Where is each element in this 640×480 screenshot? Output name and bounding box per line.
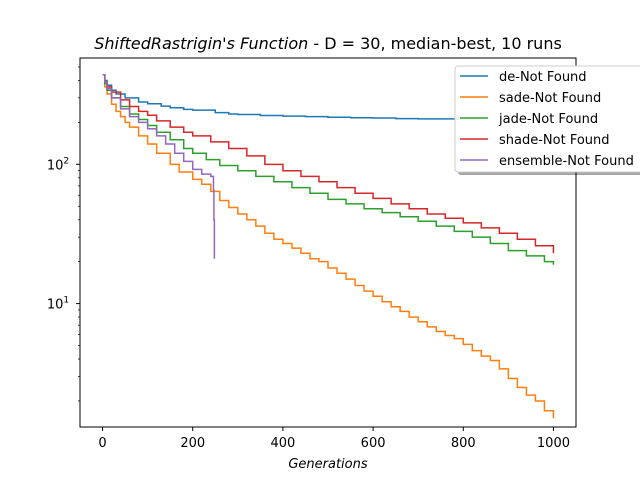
series-layer: [102, 73, 555, 419]
series-line-1: [102, 73, 555, 419]
y-tick-label: 102: [47, 156, 69, 173]
x-tick-label: 1000: [537, 436, 570, 451]
chart-title-math: ShiftedRastrigin's Function: [94, 34, 308, 53]
x-tick-label: 800: [451, 436, 476, 451]
y-axis: 102 101: [47, 66, 80, 402]
series-line-4: [102, 73, 216, 259]
series-line-2: [102, 73, 555, 265]
legend-label: shade-Not Found: [499, 133, 610, 148]
plot-frame: [79, 57, 577, 428]
y-tick-label: 101: [47, 296, 69, 313]
x-tick-label: 0: [98, 436, 106, 451]
legend-label: sade-Not Found: [499, 91, 601, 106]
legend-box: [454, 65, 640, 173]
legend-label: jade-Not Found: [498, 112, 598, 127]
x-axis: 0 200 400 600 800 1000: [98, 427, 570, 451]
legend: de-Not Found sade-Not Found jade-Not Found…: [454, 65, 640, 175]
x-tick-label: 200: [180, 436, 205, 451]
chart-title: ShiftedRastrigin's Function - D = 30, me…: [94, 34, 562, 53]
chart-title-rest: - D = 30, median-best, 10 runs: [308, 34, 562, 53]
series-line-3: [102, 73, 555, 254]
x-tick-label: 400: [270, 436, 295, 451]
x-tick-label: 600: [361, 436, 386, 451]
series-line-0: [102, 73, 554, 121]
x-axis-label: Generations: [288, 457, 368, 472]
legend-label: ensemble-Not Found: [499, 154, 634, 169]
legend-label: de-Not Found: [499, 70, 587, 85]
